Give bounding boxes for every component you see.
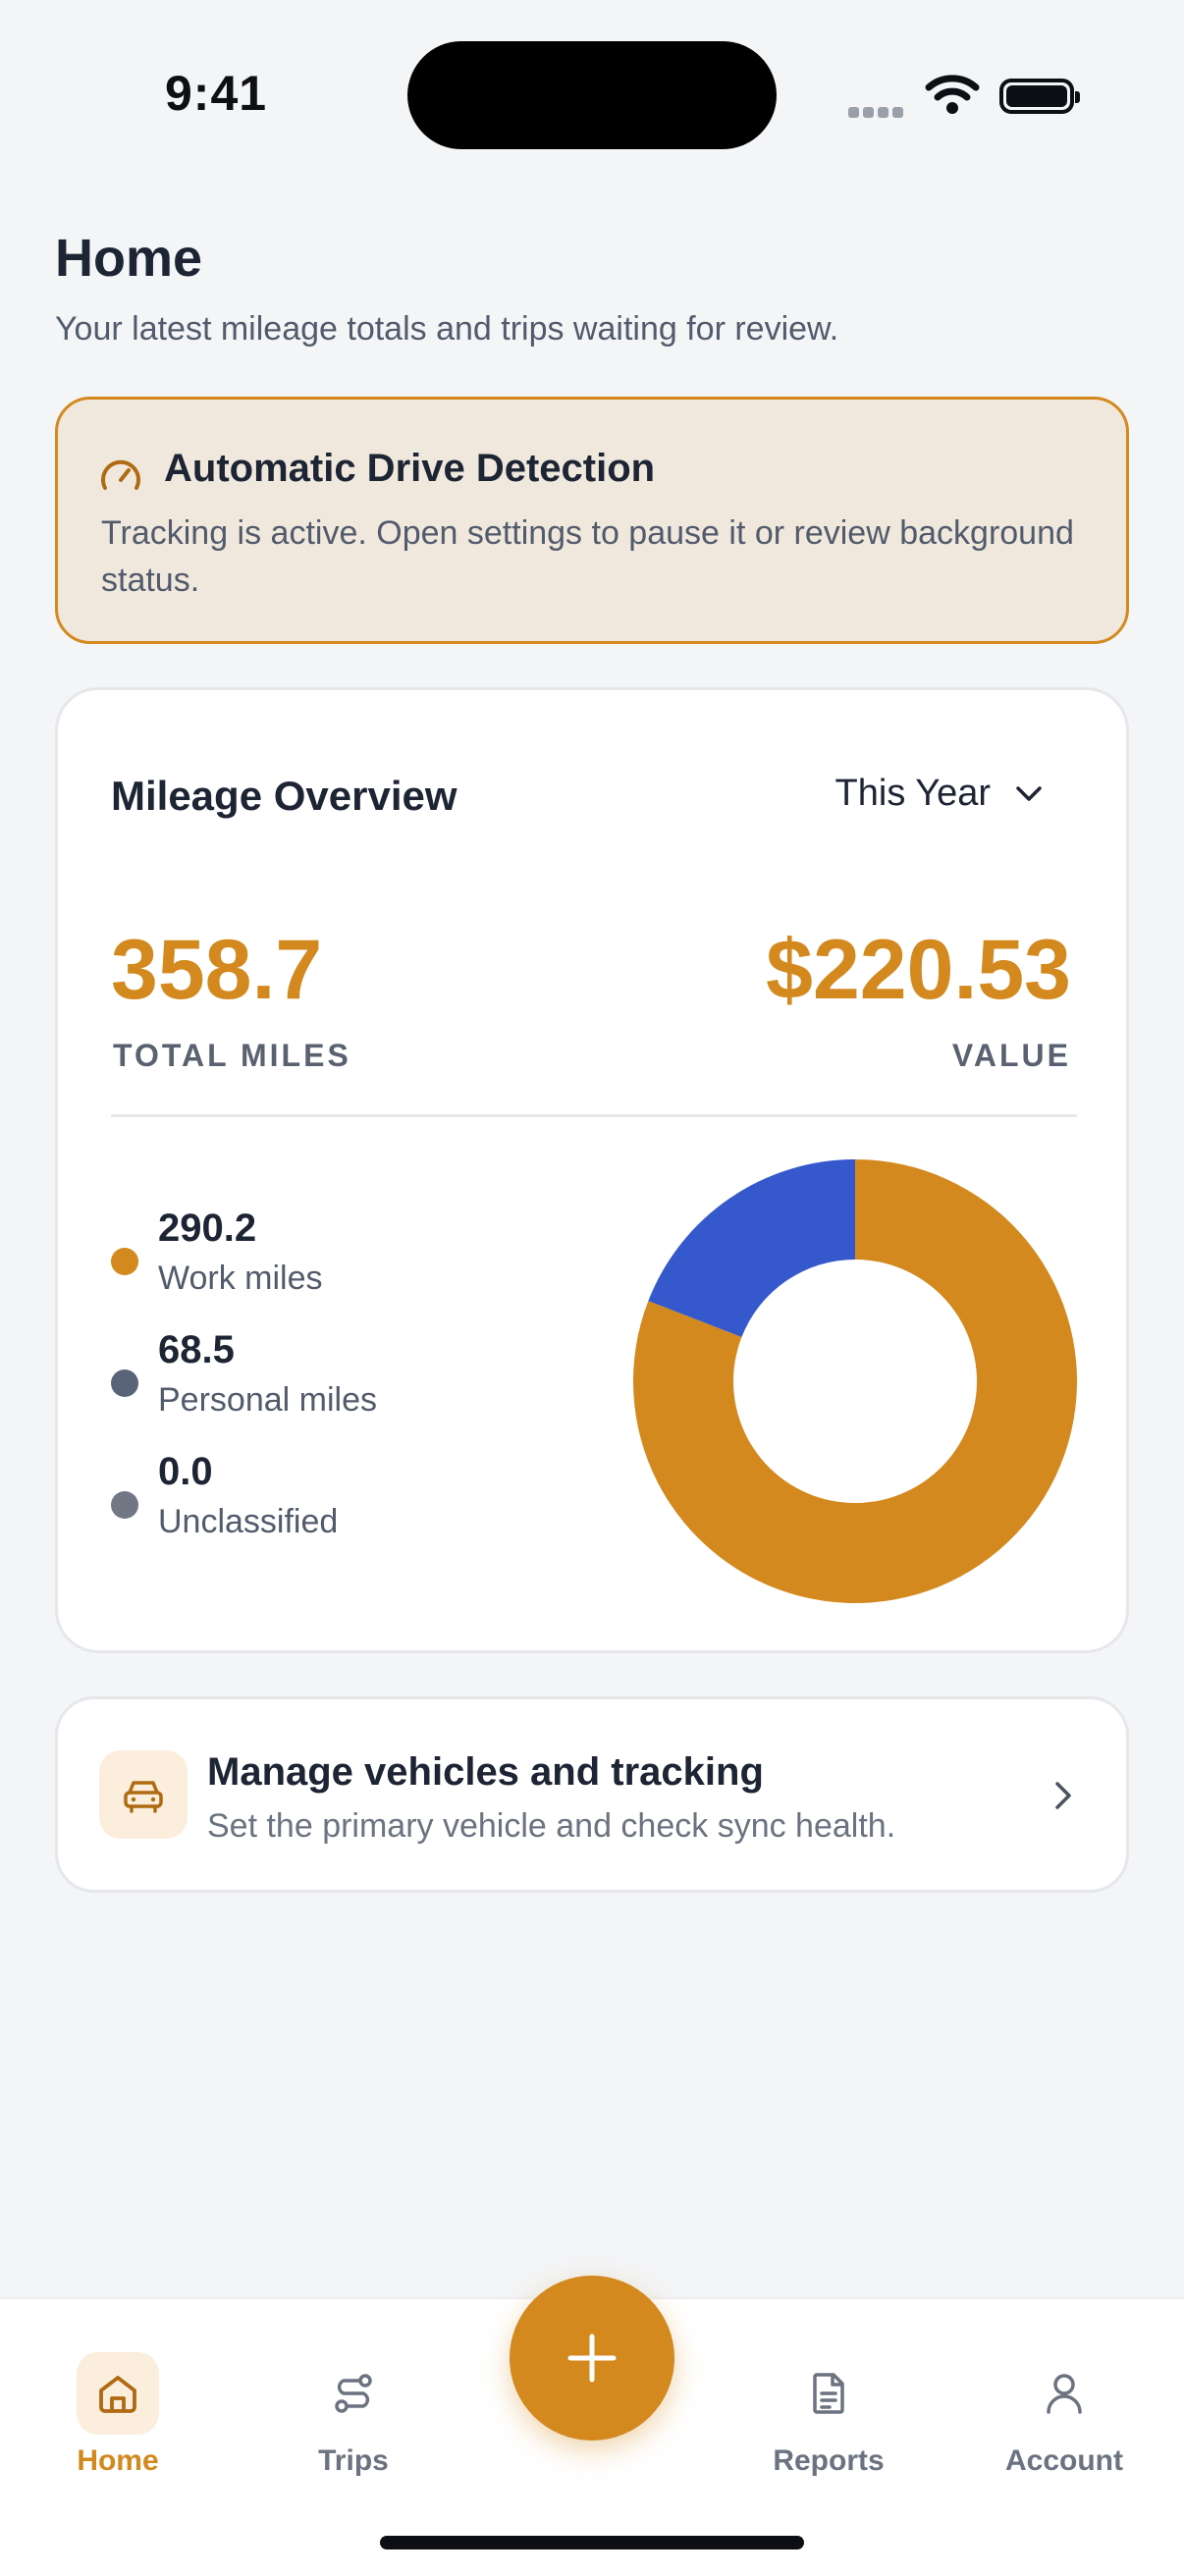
total-miles-value: 358.7 [111, 923, 323, 1017]
tab-trips-label: Trips [318, 2444, 389, 2477]
manage-title: Manage vehicles and tracking [207, 1750, 764, 1794]
mileage-value: $220.53 [766, 923, 1071, 1017]
donut-slice-personal-miles [648, 1159, 855, 1338]
chevron-down-icon [1016, 785, 1042, 801]
car-icon [124, 1781, 163, 1813]
route-icon [335, 2374, 372, 2413]
period-label: This Year [834, 773, 991, 814]
add-trip-button[interactable] [510, 2276, 674, 2441]
divider [111, 1114, 1077, 1117]
card-title: Mileage Overview [111, 773, 457, 819]
speedometer-icon [101, 459, 140, 490]
home-icon [99, 2376, 136, 2413]
legend-dot-personal [111, 1369, 138, 1397]
legend-label-work: Work miles [158, 1260, 323, 1297]
car-icon-box [99, 1750, 188, 1839]
tab-home-label: Home [77, 2444, 159, 2477]
banner-title: Automatic Drive Detection [164, 447, 656, 490]
cellular-signal-icon [848, 105, 907, 119]
status-bar: 9:41 [0, 0, 1184, 196]
tab-trips[interactable]: Trips [255, 2323, 452, 2477]
legend-value-work: 290.2 [158, 1207, 257, 1250]
legend-value-personal: 68.5 [158, 1328, 235, 1371]
page-subtitle: Your latest mileage totals and trips wai… [55, 310, 839, 348]
dynamic-island [407, 41, 777, 149]
document-icon [813, 2373, 844, 2414]
legend-value-unclassified: 0.0 [158, 1450, 213, 1493]
plus-icon [567, 2334, 617, 2383]
mileage-overview-card: Mileage Overview This Year 358.7 TOTAL M… [55, 687, 1129, 1653]
manage-vehicles-card[interactable]: Manage vehicles and tracking Set the pri… [55, 1696, 1129, 1893]
chevron-right-icon [1055, 1782, 1071, 1809]
tab-reports-label: Reports [773, 2444, 885, 2477]
legend-label-personal: Personal miles [158, 1381, 377, 1419]
home-indicator [380, 2536, 804, 2549]
period-selector[interactable]: This Year [835, 773, 1044, 815]
wifi-icon [925, 75, 980, 114]
total-miles-label: TOTAL MILES [113, 1038, 351, 1073]
legend-dot-work [111, 1248, 138, 1275]
manage-subtitle: Set the primary vehicle and check sync h… [207, 1807, 896, 1845]
mileage-donut-chart [633, 1159, 1077, 1603]
status-time: 9:41 [165, 66, 268, 121]
tab-reports[interactable]: Reports [730, 2323, 927, 2477]
tab-home[interactable]: Home [20, 2323, 216, 2477]
tab-account[interactable]: Account [966, 2323, 1162, 2477]
tab-account-label: Account [1005, 2444, 1123, 2477]
page-title: Home [55, 229, 203, 288]
user-icon [1047, 2374, 1082, 2414]
mileage-value-label: VALUE [951, 1038, 1071, 1073]
legend-dot-unclassified [111, 1491, 138, 1519]
banner-text: Tracking is active. Open settings to pau… [101, 514, 1074, 599]
legend-label-unclassified: Unclassified [158, 1503, 339, 1540]
drive-detection-banner[interactable]: Automatic Drive Detection Tracking is ac… [55, 397, 1129, 644]
battery-icon [999, 79, 1080, 114]
donut-slice-work-miles [633, 1159, 1077, 1603]
